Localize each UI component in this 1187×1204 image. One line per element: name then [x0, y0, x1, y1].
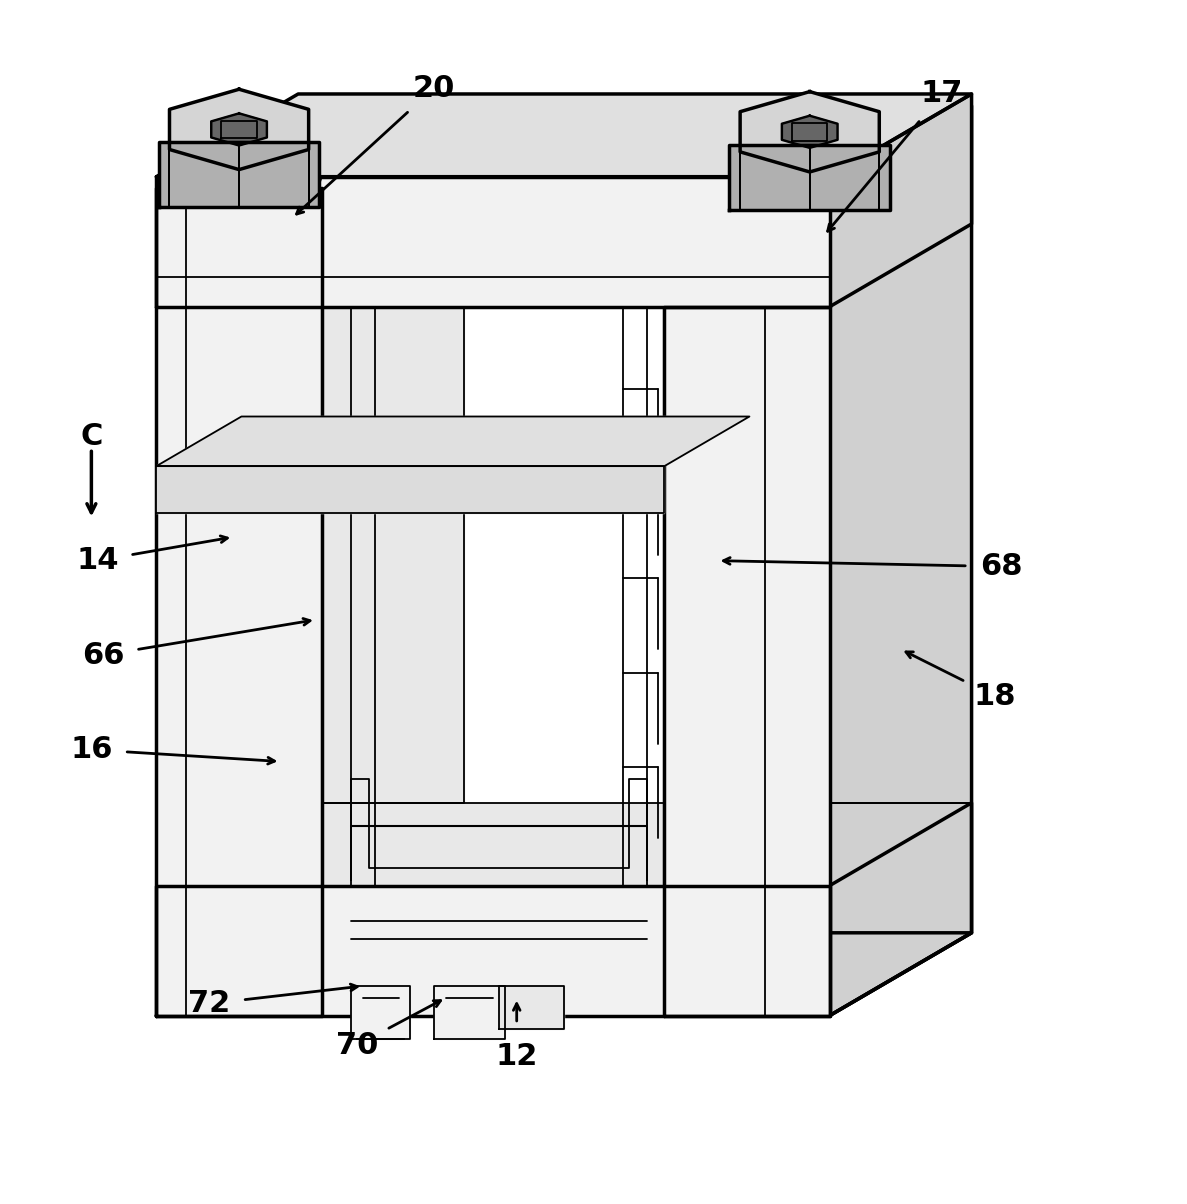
Polygon shape — [211, 113, 267, 146]
Text: 66: 66 — [82, 641, 125, 669]
Polygon shape — [157, 94, 972, 177]
Polygon shape — [782, 116, 838, 148]
Text: 12: 12 — [495, 1043, 538, 1072]
Text: 14: 14 — [76, 547, 119, 576]
Polygon shape — [157, 189, 322, 1015]
Text: 16: 16 — [70, 736, 113, 765]
Text: 17: 17 — [921, 79, 963, 108]
Polygon shape — [157, 417, 749, 466]
Text: 20: 20 — [413, 73, 455, 102]
Text: 68: 68 — [979, 553, 1022, 582]
Polygon shape — [351, 986, 411, 1039]
Polygon shape — [499, 986, 564, 1028]
Polygon shape — [157, 177, 830, 307]
Polygon shape — [741, 92, 880, 172]
Polygon shape — [170, 89, 309, 170]
Polygon shape — [830, 106, 972, 1015]
Polygon shape — [298, 224, 464, 803]
Polygon shape — [806, 224, 972, 803]
Polygon shape — [157, 466, 665, 513]
Polygon shape — [157, 933, 972, 1015]
Polygon shape — [434, 986, 504, 1039]
Polygon shape — [830, 94, 972, 307]
Text: 72: 72 — [189, 990, 230, 1019]
Polygon shape — [830, 803, 972, 1015]
Polygon shape — [157, 886, 830, 1015]
Text: C: C — [81, 423, 102, 452]
Polygon shape — [729, 144, 890, 209]
Polygon shape — [298, 803, 972, 933]
Polygon shape — [665, 307, 830, 1015]
Text: 70: 70 — [336, 1031, 379, 1060]
Polygon shape — [298, 94, 972, 224]
Text: 18: 18 — [975, 681, 1016, 712]
Polygon shape — [159, 142, 319, 207]
